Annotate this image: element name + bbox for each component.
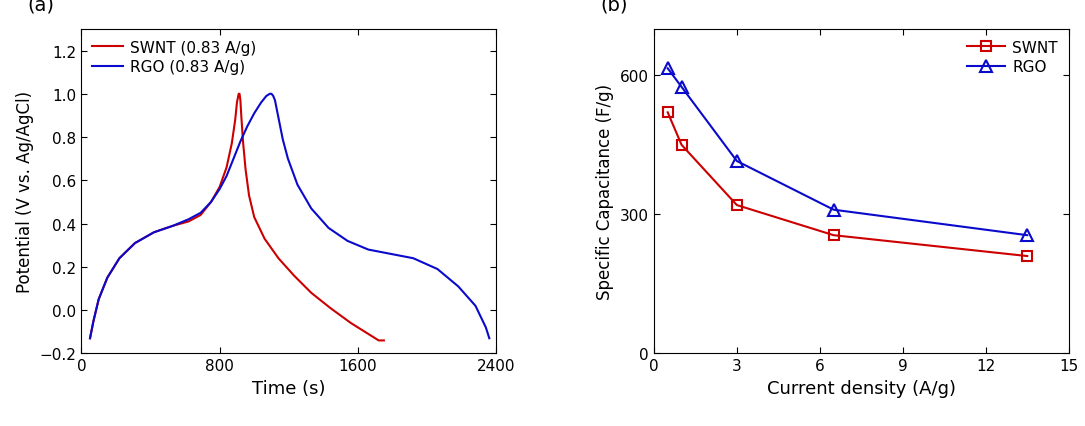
SWNT (0.83 A/g) bbox=[378, 338, 391, 343]
RGO (0.83 A/g) bbox=[166, 224, 179, 229]
SWNT (0.83 A/g) bbox=[233, 92, 246, 97]
SWNT bbox=[730, 203, 743, 208]
RGO (0.83 A/g) bbox=[148, 230, 161, 235]
RGO bbox=[730, 159, 743, 164]
SWNT (0.83 A/g) bbox=[247, 215, 260, 220]
RGO (0.83 A/g) bbox=[194, 211, 207, 216]
RGO (0.83 A/g) bbox=[277, 137, 290, 142]
RGO (0.83 A/g) bbox=[431, 267, 444, 272]
SWNT (0.83 A/g) bbox=[229, 118, 242, 123]
RGO (0.83 A/g) bbox=[113, 256, 126, 261]
RGO (0.83 A/g) bbox=[281, 157, 294, 162]
SWNT (0.83 A/g) bbox=[323, 306, 336, 311]
SWNT bbox=[661, 110, 674, 115]
RGO (0.83 A/g) bbox=[84, 336, 97, 341]
RGO (0.83 A/g) bbox=[234, 139, 247, 144]
SWNT (0.83 A/g) bbox=[194, 213, 207, 218]
SWNT (0.83 A/g) bbox=[213, 185, 226, 190]
SWNT (0.83 A/g) bbox=[232, 92, 245, 97]
Y-axis label: Potential (V vs. Ag/AgCl): Potential (V vs. Ag/AgCl) bbox=[16, 91, 34, 293]
RGO (0.83 A/g) bbox=[272, 120, 285, 125]
RGO (0.83 A/g) bbox=[267, 94, 280, 99]
SWNT bbox=[1021, 254, 1034, 259]
RGO bbox=[827, 207, 840, 213]
RGO bbox=[675, 85, 688, 90]
Legend: SWNT, RGO: SWNT, RGO bbox=[963, 37, 1061, 78]
RGO (0.83 A/g) bbox=[291, 183, 304, 188]
SWNT (0.83 A/g) bbox=[166, 224, 179, 229]
Line: RGO (0.83 A/g): RGO (0.83 A/g) bbox=[90, 95, 489, 339]
RGO (0.83 A/g) bbox=[204, 200, 217, 205]
RGO (0.83 A/g) bbox=[227, 157, 240, 162]
SWNT (0.83 A/g) bbox=[148, 230, 161, 235]
Text: (b): (b) bbox=[600, 0, 627, 14]
SWNT (0.83 A/g) bbox=[372, 338, 385, 343]
SWNT bbox=[827, 233, 840, 238]
RGO (0.83 A/g) bbox=[483, 336, 496, 341]
RGO (0.83 A/g) bbox=[92, 297, 105, 302]
Y-axis label: Specific Capacitance (F/g): Specific Capacitance (F/g) bbox=[597, 84, 614, 299]
SWNT (0.83 A/g) bbox=[230, 101, 243, 106]
RGO (0.83 A/g) bbox=[264, 92, 277, 97]
SWNT (0.83 A/g) bbox=[84, 336, 97, 341]
RGO (0.83 A/g) bbox=[361, 248, 374, 253]
RGO (0.83 A/g) bbox=[384, 252, 397, 257]
RGO (0.83 A/g) bbox=[182, 217, 195, 222]
SWNT (0.83 A/g) bbox=[305, 291, 318, 296]
SWNT (0.83 A/g) bbox=[226, 142, 239, 147]
SWNT (0.83 A/g) bbox=[237, 139, 250, 144]
RGO (0.83 A/g) bbox=[270, 107, 283, 112]
RGO bbox=[661, 66, 674, 72]
RGO (0.83 A/g) bbox=[220, 174, 233, 179]
RGO (0.83 A/g) bbox=[407, 256, 420, 261]
SWNT (0.83 A/g) bbox=[361, 331, 374, 337]
SWNT (0.83 A/g) bbox=[220, 165, 233, 170]
RGO (0.83 A/g) bbox=[341, 239, 354, 244]
RGO (0.83 A/g) bbox=[480, 325, 493, 330]
RGO (0.83 A/g) bbox=[305, 207, 318, 212]
SWNT (0.83 A/g) bbox=[182, 219, 195, 225]
RGO (0.83 A/g) bbox=[268, 98, 281, 104]
RGO (0.83 A/g) bbox=[451, 284, 464, 289]
SWNT (0.83 A/g) bbox=[128, 241, 141, 246]
RGO (0.83 A/g) bbox=[101, 276, 114, 281]
RGO (0.83 A/g) bbox=[469, 304, 482, 309]
SWNT (0.83 A/g) bbox=[239, 167, 252, 173]
SWNT (0.83 A/g) bbox=[258, 236, 271, 242]
Line: RGO: RGO bbox=[662, 63, 1033, 241]
RGO (0.83 A/g) bbox=[247, 112, 260, 117]
Legend: SWNT (0.83 A/g), RGO (0.83 A/g): SWNT (0.83 A/g), RGO (0.83 A/g) bbox=[89, 37, 259, 78]
SWNT (0.83 A/g) bbox=[243, 193, 256, 199]
SWNT (0.83 A/g) bbox=[345, 321, 358, 326]
SWNT (0.83 A/g) bbox=[113, 256, 126, 261]
Line: SWNT: SWNT bbox=[663, 108, 1032, 261]
SWNT (0.83 A/g) bbox=[87, 319, 100, 324]
SWNT (0.83 A/g) bbox=[288, 273, 301, 279]
RGO (0.83 A/g) bbox=[259, 94, 272, 99]
X-axis label: Current density (A/g): Current density (A/g) bbox=[767, 379, 956, 397]
RGO (0.83 A/g) bbox=[265, 92, 278, 97]
Line: SWNT (0.83 A/g): SWNT (0.83 A/g) bbox=[90, 95, 384, 341]
Text: (a): (a) bbox=[27, 0, 54, 14]
RGO (0.83 A/g) bbox=[213, 187, 226, 192]
RGO (0.83 A/g) bbox=[241, 124, 254, 130]
SWNT bbox=[675, 143, 688, 148]
SWNT (0.83 A/g) bbox=[234, 98, 247, 104]
SWNT (0.83 A/g) bbox=[204, 200, 217, 205]
RGO (0.83 A/g) bbox=[87, 319, 100, 324]
SWNT (0.83 A/g) bbox=[272, 256, 285, 261]
SWNT (0.83 A/g) bbox=[234, 114, 247, 119]
RGO bbox=[1021, 233, 1034, 238]
X-axis label: Time (s): Time (s) bbox=[252, 379, 326, 397]
SWNT (0.83 A/g) bbox=[92, 297, 105, 302]
RGO (0.83 A/g) bbox=[322, 226, 335, 231]
RGO (0.83 A/g) bbox=[255, 101, 268, 106]
RGO (0.83 A/g) bbox=[128, 241, 141, 246]
SWNT (0.83 A/g) bbox=[101, 276, 114, 281]
